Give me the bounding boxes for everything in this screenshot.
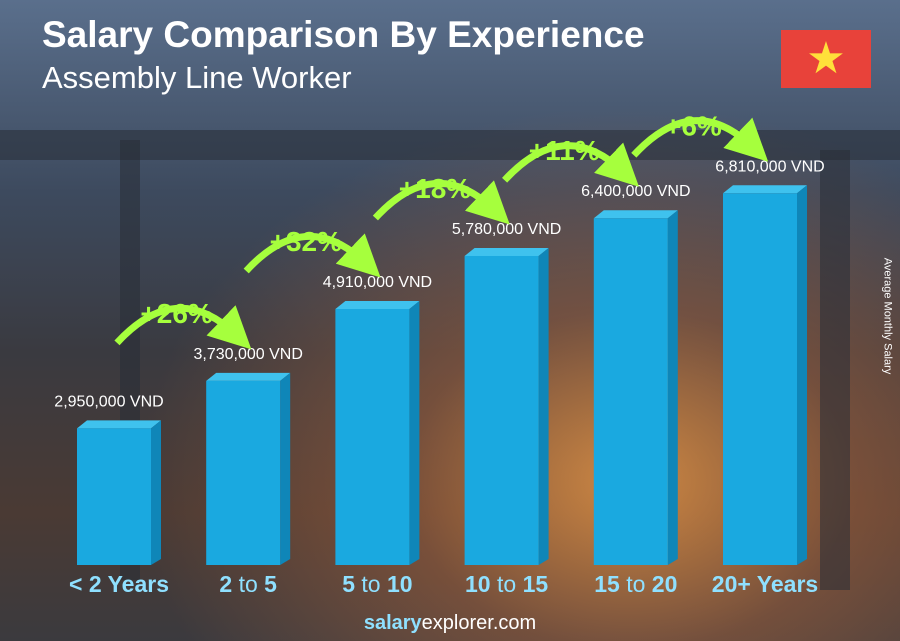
bar-top — [723, 185, 807, 194]
bar-top — [335, 300, 420, 309]
brand-regular: explorer — [421, 612, 493, 634]
bar — [723, 193, 797, 565]
bar — [464, 255, 539, 566]
bar-top — [593, 210, 678, 219]
increase-label: +6% — [665, 110, 722, 141]
increase-arrow — [372, 179, 510, 225]
value-label: 6,400,000 VND — [581, 183, 690, 200]
category-label: 15 to 20 — [594, 571, 677, 597]
bar — [335, 308, 410, 565]
category-label: < 2 Years — [69, 571, 169, 597]
brand-bold: salary — [363, 612, 422, 634]
increase-arrow — [631, 117, 769, 162]
bar-side — [797, 185, 807, 565]
increase-label: +26% — [140, 298, 212, 329]
bar-side — [409, 300, 420, 565]
value-label: 4,910,000 VND — [323, 274, 432, 291]
bar — [206, 380, 281, 565]
bar-top — [464, 247, 549, 256]
increase-label: +11% — [529, 135, 600, 166]
value-label: 6,810,000 VND — [715, 158, 824, 175]
category-label: 10 to 15 — [465, 571, 548, 597]
increase-arrow — [114, 304, 252, 350]
increase-label: +32% — [270, 226, 342, 257]
increase-arrow — [502, 142, 639, 187]
bar-side — [667, 210, 678, 566]
value-label: 2,950,000 VND — [54, 393, 163, 410]
bar-side — [151, 420, 161, 565]
chart-subtitle: Assembly Line Worker — [42, 60, 352, 95]
bar — [593, 218, 668, 566]
vietnam-flag-icon: ★ — [781, 30, 871, 88]
brand-suffix: .com — [492, 612, 537, 634]
bar-side — [280, 372, 291, 565]
increase-label: +18% — [399, 173, 471, 204]
background-pillar — [820, 150, 850, 590]
category-label: 20+ Years — [712, 571, 818, 597]
bar-side — [538, 247, 549, 566]
chart-title: Salary Comparison By Experience — [42, 14, 645, 55]
bar-top — [206, 372, 291, 381]
category-label: 2 to 5 — [219, 571, 277, 597]
bar-top — [77, 420, 161, 429]
increase-arrow — [243, 232, 381, 278]
bar — [77, 428, 151, 565]
value-label: 5,780,000 VND — [452, 221, 561, 238]
category-label: 5 to 10 — [342, 571, 412, 597]
brand-footer: salaryexplorer.com — [0, 612, 900, 635]
value-label: 3,730,000 VND — [193, 346, 302, 363]
